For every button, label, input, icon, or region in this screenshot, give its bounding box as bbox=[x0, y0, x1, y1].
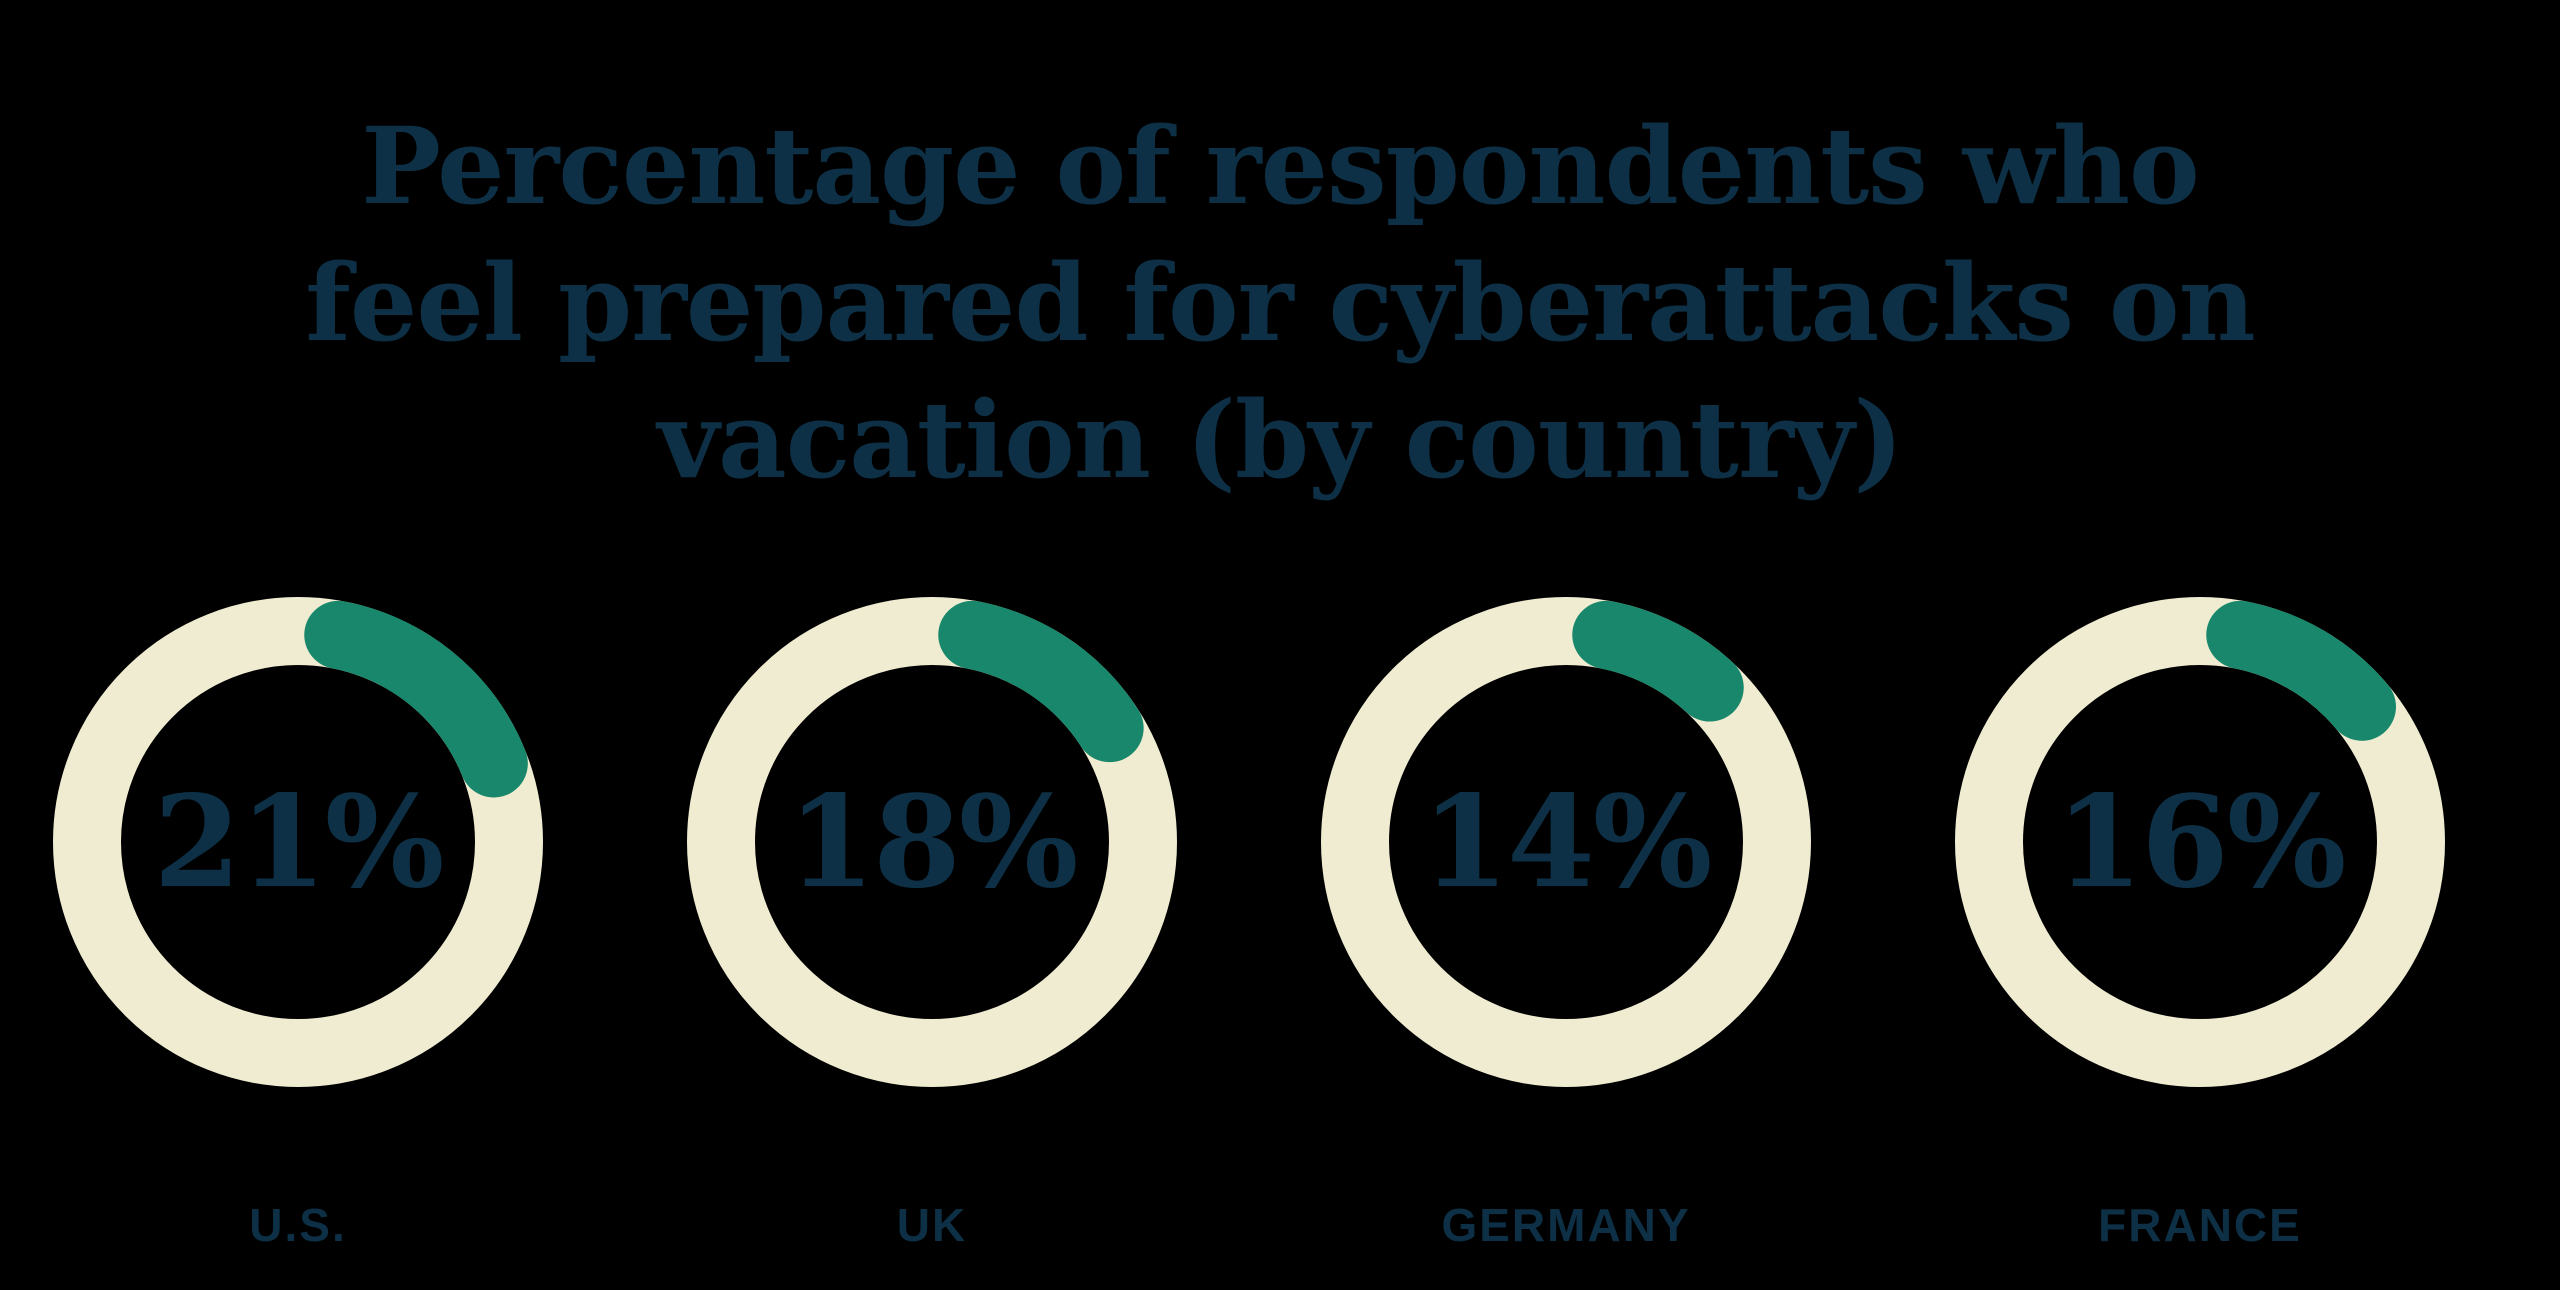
donut-ring-svg bbox=[1321, 597, 1811, 1087]
donut-country-label: UK bbox=[896, 1199, 968, 1251]
donut-arc bbox=[687, 597, 1177, 1087]
chart-title-line-1: Percentage of respondents who bbox=[361, 103, 2200, 229]
donut-value-label: 16% bbox=[2055, 768, 2346, 916]
donut-ring-svg bbox=[53, 597, 543, 1087]
donut-track bbox=[53, 597, 543, 1087]
donut-3: 16% FRANCE bbox=[1940, 582, 2460, 1290]
chart-title: Percentage of respondents who feel prepa… bbox=[0, 97, 2560, 508]
donut-2: 14% GERMANY bbox=[1306, 582, 1826, 1290]
donut-value-label: 21% bbox=[153, 768, 444, 916]
donut-arc bbox=[1321, 597, 1811, 1087]
donut-arc bbox=[1955, 597, 2445, 1087]
chart-title-line-2: feel prepared for cyberattacks on bbox=[305, 240, 2255, 366]
donut-country-label: GERMANY bbox=[1441, 1199, 1691, 1251]
donut-ring-svg bbox=[687, 597, 1177, 1087]
donut-country-label: FRANCE bbox=[2098, 1199, 2302, 1251]
donut-country-label: U.S. bbox=[249, 1199, 347, 1251]
donut-track bbox=[1955, 597, 2445, 1087]
donut-value-label: 14% bbox=[1421, 768, 1712, 916]
donut-row: 21% U.S. 18% UK 14% GERMANY 16% FRANCE bbox=[0, 582, 2560, 1290]
donut-arc bbox=[53, 597, 543, 1087]
donut-1: 18% UK bbox=[672, 582, 1192, 1290]
donut-value-label: 18% bbox=[787, 768, 1078, 916]
chart-title-line-3: vacation (by country) bbox=[657, 377, 1903, 503]
donut-0: 21% U.S. bbox=[38, 582, 558, 1290]
donut-ring-svg bbox=[1955, 597, 2445, 1087]
donut-track bbox=[1321, 597, 1811, 1087]
donut-track bbox=[687, 597, 1177, 1087]
